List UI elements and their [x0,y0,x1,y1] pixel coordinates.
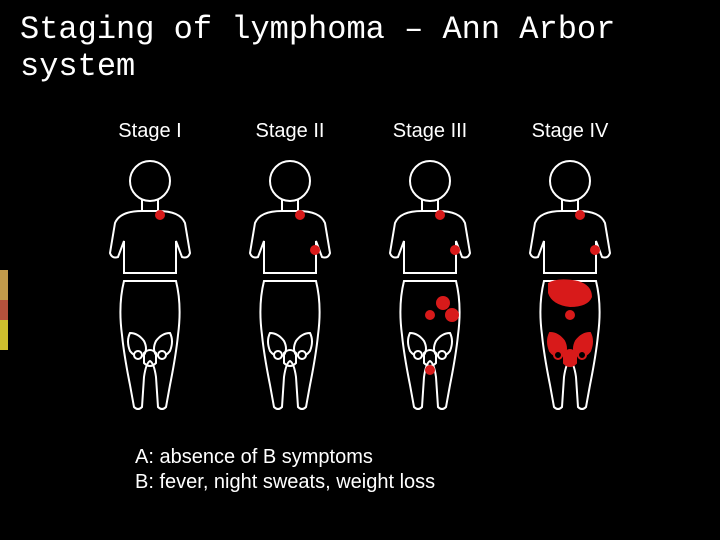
footnote: A: absence of B symptoms B: fever, night… [135,445,435,495]
figures-row [0,155,720,415]
stage-labels-row: Stage I Stage II Stage III Stage IV [0,120,720,143]
stage-label-4: Stage IV [500,120,640,143]
stage-label-1: Stage I [80,120,220,143]
body-figure-svg [230,155,350,415]
body-figure-svg [90,155,210,415]
slide-title: Staging of lymphoma – Ann Arbor system [20,12,700,86]
figure-stage-4 [500,155,640,415]
body-figure-svg [370,155,490,415]
stage-label-2: Stage II [220,120,360,143]
figure-stage-2 [220,155,360,415]
slide: Staging of lymphoma – Ann Arbor system S… [0,0,720,540]
figure-stage-3 [360,155,500,415]
body-figure-svg [510,155,630,415]
stage-label-3: Stage III [360,120,500,143]
figure-stage-1 [80,155,220,415]
footnote-line-b: B: fever, night sweats, weight loss [135,470,435,495]
footnote-line-a: A: absence of B symptoms [135,445,435,470]
